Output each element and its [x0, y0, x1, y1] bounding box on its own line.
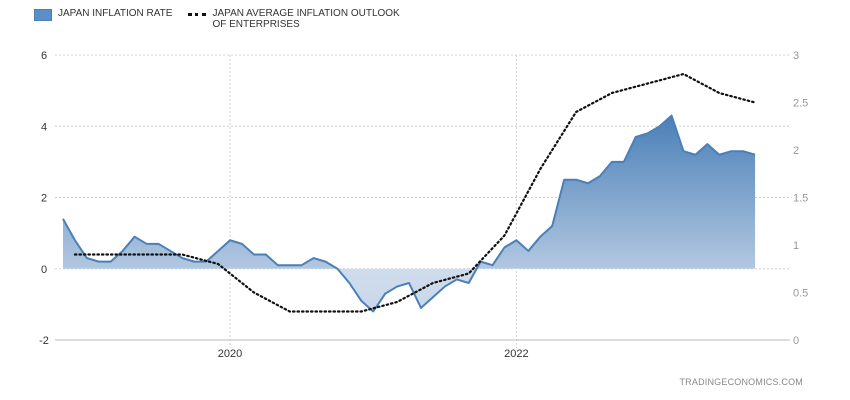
legend-label-inflation-outlook: JAPAN AVERAGE INFLATION OUTLOOK OF ENTER… — [212, 8, 400, 30]
y-tick-label-left: 6 — [41, 50, 47, 62]
area-swatch-icon — [34, 9, 52, 21]
axis-ticks: -2 0 2 4 6 0 0.5 1 1.5 2 2.5 3 2020 2022 — [39, 50, 808, 360]
y-tick-label-right: 1 — [793, 240, 799, 252]
y-tick-label-right: 2 — [793, 145, 799, 157]
inflation-rate-line — [62, 114, 756, 313]
y-tick-label-right: 1.5 — [793, 193, 808, 205]
inflation-area-positive — [63, 115, 756, 269]
inflation-area — [63, 115, 756, 312]
inflation-area-negative — [63, 268, 756, 312]
y-tick-label-right: 0.5 — [793, 288, 808, 300]
legend-label-inflation-rate: JAPAN INFLATION RATE — [58, 8, 173, 19]
y-tick-label-left: 4 — [41, 121, 47, 133]
legend-item-inflation-outlook[interactable]: JAPAN AVERAGE INFLATION OUTLOOK OF ENTER… — [188, 8, 400, 30]
chart-legend: JAPAN INFLATION RATE JAPAN AVERAGE INFLA… — [34, 8, 416, 30]
y-tick-label-left: 2 — [41, 193, 47, 205]
inflation-outlook-line — [73, 72, 757, 313]
x-tick-label: 2020 — [218, 348, 242, 360]
y-tick-label-left: -2 — [39, 335, 49, 347]
y-tick-label-right: 0 — [793, 335, 799, 347]
y-tick-label-left: 0 — [41, 264, 47, 276]
series-lines — [62, 72, 757, 313]
y-tick-label-right: 2.5 — [793, 98, 808, 110]
x-tick-label: 2022 — [504, 348, 528, 360]
legend-item-inflation-rate[interactable]: JAPAN INFLATION RATE — [34, 8, 172, 21]
source-credit: TRADINGECONOMICS.COM — [679, 377, 803, 387]
y-tick-label-right: 3 — [793, 50, 799, 62]
dotted-line-swatch-icon — [188, 13, 207, 16]
